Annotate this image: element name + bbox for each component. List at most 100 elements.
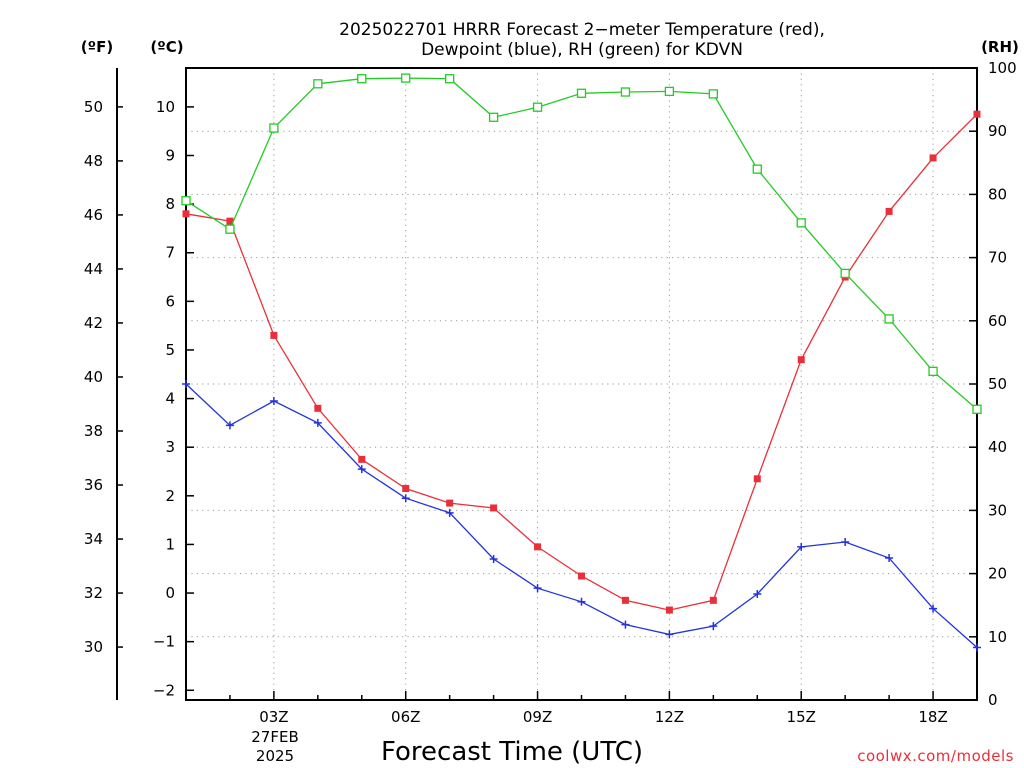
dewpoint-point xyxy=(841,538,850,546)
rh-point xyxy=(357,74,367,84)
rh-point xyxy=(752,164,762,174)
rh-point xyxy=(796,218,806,228)
celsius-tick-label: 4 xyxy=(165,390,175,408)
celsius-tick-label: 9 xyxy=(165,147,175,165)
fahrenheit-tick-label: 42 xyxy=(84,314,103,332)
rh-tick-label: 50 xyxy=(988,375,1007,393)
rh-line xyxy=(185,77,978,410)
celsius-tick-label: 7 xyxy=(165,244,175,262)
dewpoint-point xyxy=(621,620,630,629)
tick-labels: 3032343638404244464850−2−101234567891001… xyxy=(84,59,1017,726)
x-axis-title: Forecast Time (UTC) xyxy=(381,737,643,767)
chart-subtitle: Dewpoint (blue), RH (green) for KDVN xyxy=(421,40,743,60)
dewpoint-line xyxy=(185,383,978,648)
rh-point xyxy=(488,112,499,122)
rh-point xyxy=(181,196,191,206)
temperature-point xyxy=(270,331,278,339)
rh-point xyxy=(225,224,235,234)
x-tick-label: 18Z xyxy=(918,708,947,726)
temperature-point xyxy=(490,504,498,512)
temperature-line xyxy=(185,113,978,611)
rh-tick-label: 100 xyxy=(988,59,1017,77)
fahrenheit-tick-label: 34 xyxy=(84,530,103,548)
temperature-point xyxy=(226,217,234,225)
rh-tick-label: 30 xyxy=(988,501,1007,519)
rh-point xyxy=(620,87,631,97)
rh-tick-label: 20 xyxy=(988,565,1007,583)
rh-tick-label: 80 xyxy=(988,185,1007,203)
rh-point xyxy=(664,86,675,97)
dewpoint-point xyxy=(401,494,410,503)
temperature-point xyxy=(929,154,937,162)
dewpoint-point xyxy=(709,622,718,631)
dewpoint-point xyxy=(313,418,322,427)
x-date-label-day: 27FEB xyxy=(251,728,298,746)
rh-point xyxy=(401,73,411,83)
unit-label-rh: (RH) xyxy=(981,38,1019,56)
fahrenheit-tick-label: 32 xyxy=(84,584,103,602)
rh-point xyxy=(884,314,894,324)
dewpoint-point xyxy=(753,590,762,599)
fahrenheit-tick-label: 48 xyxy=(84,152,103,170)
celsius-tick-label: 10 xyxy=(156,98,175,116)
fahrenheit-tick-label: 38 xyxy=(84,422,103,440)
rh-tick-label: 70 xyxy=(988,249,1007,267)
dewpoint-point xyxy=(489,555,498,564)
celsius-tick-label: 8 xyxy=(165,195,175,213)
dewpoint-point xyxy=(357,465,366,474)
temperature-point xyxy=(182,210,190,218)
temperature-point xyxy=(402,485,410,493)
x-tick-label: 15Z xyxy=(787,708,816,726)
fahrenheit-tick-label: 30 xyxy=(84,638,103,656)
temperature-point xyxy=(314,404,322,412)
rh-point xyxy=(928,366,938,377)
celsius-tick-label: 6 xyxy=(165,292,175,310)
fahrenheit-tick-label: 50 xyxy=(84,98,103,116)
dewpoint-point xyxy=(182,380,190,388)
rh-tick-label: 0 xyxy=(988,691,998,709)
temperature-point xyxy=(534,543,542,551)
rh-point xyxy=(532,102,543,112)
temperature-point xyxy=(665,606,673,614)
grid-lines xyxy=(186,68,977,700)
x-tick-label: 09Z xyxy=(523,708,552,726)
unit-label-celsius: (ºC) xyxy=(150,38,183,56)
temperature-point xyxy=(885,207,893,215)
fahrenheit-tick-label: 40 xyxy=(84,368,103,386)
celsius-tick-label: 1 xyxy=(165,535,175,553)
celsius-tick-label: 2 xyxy=(165,487,175,505)
dewpoint-point xyxy=(665,630,674,639)
rh-point xyxy=(313,79,323,89)
x-date-label-year: 2025 xyxy=(256,747,294,765)
fahrenheit-tick-label: 44 xyxy=(84,260,103,278)
credit-text: coolwx.com/models xyxy=(857,747,1014,765)
dewpoint-point xyxy=(533,584,542,593)
rh-tick-label: 10 xyxy=(988,628,1007,646)
rh-tick-label: 90 xyxy=(988,122,1007,140)
dewpoint-point xyxy=(269,397,278,406)
temperature-point xyxy=(797,356,805,364)
data-series xyxy=(181,73,982,652)
dewpoint-point xyxy=(885,554,894,563)
temperature-point xyxy=(358,455,366,463)
rh-point xyxy=(576,88,587,98)
temperature-point xyxy=(753,475,761,483)
rh-point xyxy=(269,123,279,133)
dewpoint-point xyxy=(577,597,586,606)
x-tick-label: 06Z xyxy=(391,708,420,726)
celsius-tick-label: −1 xyxy=(153,633,175,651)
dewpoint-point xyxy=(445,508,454,517)
chart-title: 2025022701 HRRR Forecast 2−meter Tempera… xyxy=(339,20,825,40)
dewpoint-point xyxy=(973,643,981,652)
celsius-tick-label: −2 xyxy=(153,681,175,699)
temperature-point xyxy=(973,110,981,118)
dewpoint-point xyxy=(929,604,938,613)
temperature-point xyxy=(621,596,629,604)
dewpoint-point xyxy=(797,542,806,551)
rh-tick-label: 40 xyxy=(988,438,1007,456)
rh-point xyxy=(840,268,850,279)
celsius-tick-label: 0 xyxy=(165,584,175,602)
rh-point xyxy=(445,74,455,84)
x-tick-label: 12Z xyxy=(655,708,684,726)
